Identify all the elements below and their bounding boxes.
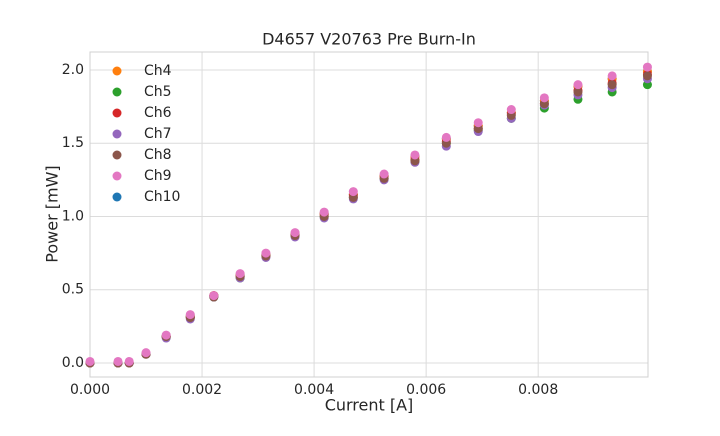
legend-marker bbox=[112, 192, 122, 202]
legend-label: Ch9 bbox=[144, 168, 172, 184]
legend-label: Ch6 bbox=[144, 105, 172, 121]
point bbox=[319, 207, 329, 217]
y-tick-label: 1.5 bbox=[62, 135, 84, 151]
y-axis-label: Power [mW] bbox=[43, 165, 62, 262]
point bbox=[141, 348, 151, 358]
legend-label: Ch7 bbox=[144, 126, 172, 142]
point bbox=[506, 105, 516, 115]
x-tick-label: 0.006 bbox=[406, 382, 446, 398]
y-tick-label: 1.0 bbox=[62, 208, 84, 224]
point bbox=[161, 330, 171, 340]
legend-marker bbox=[112, 129, 122, 139]
point bbox=[235, 269, 245, 279]
point bbox=[473, 118, 483, 128]
legend-marker bbox=[112, 150, 122, 160]
point bbox=[441, 132, 451, 142]
legend-marker bbox=[112, 171, 122, 181]
point bbox=[642, 62, 652, 72]
point bbox=[410, 150, 420, 160]
x-tick-label: 0.004 bbox=[294, 382, 334, 398]
point bbox=[348, 187, 358, 197]
legend-marker bbox=[112, 66, 122, 76]
x-axis-label: Current [A] bbox=[325, 396, 414, 415]
y-tick-label: 0.5 bbox=[62, 282, 84, 298]
legend-marker bbox=[112, 108, 122, 118]
point bbox=[607, 80, 617, 90]
x-tick-label: 0.002 bbox=[182, 382, 222, 398]
legend-label: Ch10 bbox=[144, 189, 180, 205]
point bbox=[290, 228, 300, 238]
point bbox=[539, 93, 549, 103]
point bbox=[261, 248, 271, 258]
point bbox=[573, 87, 583, 97]
point bbox=[642, 71, 652, 81]
point bbox=[607, 71, 617, 81]
legend-label: Ch5 bbox=[144, 84, 172, 100]
y-tick-label: 2.0 bbox=[62, 62, 84, 78]
x-tick-label: 0.008 bbox=[518, 382, 558, 398]
point bbox=[209, 291, 219, 301]
point bbox=[185, 310, 195, 320]
x-tick-label: 0.000 bbox=[70, 382, 110, 398]
plot-frame bbox=[89, 51, 649, 378]
legend-marker bbox=[112, 87, 122, 97]
legend-label: Ch8 bbox=[144, 147, 172, 163]
chart-title: D4657 V20763 Pre Burn-In bbox=[262, 30, 476, 49]
point bbox=[124, 356, 134, 366]
point bbox=[113, 356, 123, 366]
y-tick-label: 0.0 bbox=[62, 355, 84, 371]
point bbox=[573, 80, 583, 90]
point bbox=[85, 356, 95, 366]
legend-label: Ch4 bbox=[144, 63, 172, 79]
point bbox=[379, 169, 389, 179]
